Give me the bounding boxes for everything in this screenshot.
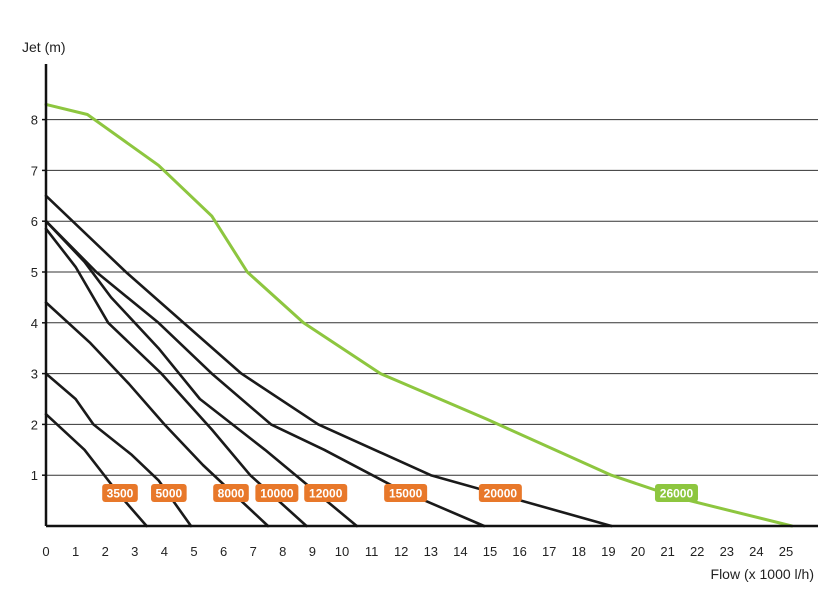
x-tick-label: 6	[220, 544, 227, 559]
series-line-10000	[44, 227, 308, 528]
series-label-badge	[654, 484, 698, 502]
series-label-text: 8000	[218, 487, 245, 501]
y-tick-label: 3	[31, 367, 38, 382]
y-tick-label: 2	[31, 417, 38, 432]
x-axis-title: Flow (x 1000 l/h)	[711, 566, 814, 582]
x-tick-label: 23	[720, 544, 734, 559]
gridlines	[46, 119, 818, 476]
y-tick-label: 5	[31, 265, 38, 280]
series-label-5000: 5000	[151, 484, 187, 502]
x-tick-label: 1	[72, 544, 79, 559]
x-tick-label: 15	[483, 544, 497, 559]
x-tick-label: 17	[542, 544, 556, 559]
series-label-text: 10000	[260, 487, 294, 501]
y-tick-label: 1	[31, 468, 38, 483]
series-label-3500: 3500	[102, 484, 138, 502]
y-tick-labels: 1 2 3 4 5 6 7 8	[31, 113, 46, 483]
x-tick-label: 4	[161, 544, 168, 559]
series-curves	[44, 102, 794, 528]
x-tick-label: 9	[309, 544, 316, 559]
x-tick-label: 3	[131, 544, 138, 559]
series-label-15000: 15000	[384, 484, 428, 502]
series-label-badge	[384, 484, 428, 502]
x-tick-label: 5	[190, 544, 197, 559]
series-labels: 3500 5000 8000 10000 12000 15000 20000 26000	[102, 484, 698, 502]
x-tick-label: 22	[690, 544, 704, 559]
series-label-badge	[213, 484, 249, 502]
axes	[44, 64, 818, 528]
series-label-badge	[304, 484, 348, 502]
series-line-26000	[44, 102, 794, 528]
x-tick-label: 18	[572, 544, 586, 559]
series-label-badge	[102, 484, 138, 502]
series-label-20000: 20000	[478, 484, 522, 502]
series-label-text: 5000	[155, 487, 182, 501]
series-label-badge	[255, 484, 299, 502]
series-label-text: 3500	[107, 487, 134, 501]
series-label-text: 15000	[389, 487, 423, 501]
series-label-8000: 8000	[213, 484, 249, 502]
x-tick-label: 14	[453, 544, 467, 559]
x-tick-label: 25	[779, 544, 793, 559]
y-axis-title: Jet (m)	[22, 39, 66, 55]
x-tick-label: 2	[102, 544, 109, 559]
x-tick-label: 11	[365, 544, 379, 559]
x-tick-label: 21	[660, 544, 674, 559]
series-label-10000: 10000	[255, 484, 299, 502]
y-tick-label: 8	[31, 113, 38, 128]
x-tick-label: 16	[512, 544, 526, 559]
series-label-text: 20000	[484, 487, 518, 501]
x-tick-label: 24	[749, 544, 763, 559]
series-line-8000	[44, 301, 270, 528]
series-label-text: 26000	[660, 487, 694, 501]
x-tick-label: 20	[631, 544, 645, 559]
x-tick-label: 12	[394, 544, 408, 559]
series-label-26000: 26000	[654, 484, 698, 502]
x-tick-label: 0	[42, 544, 49, 559]
x-tick-label: 10	[335, 544, 349, 559]
series-line-15000	[44, 219, 486, 528]
x-tick-label: 13	[424, 544, 438, 559]
series-line-3500	[44, 412, 148, 528]
series-label-badge	[478, 484, 522, 502]
y-tick-label: 7	[31, 163, 38, 178]
series-label-12000: 12000	[304, 484, 348, 502]
x-tick-label: 7	[250, 544, 257, 559]
y-tick-label: 4	[31, 316, 38, 331]
x-tick-labels: 0 1 2 3 4 5 6 7 8 9 10 11 12 13 14 15 16 17 18 19 20 21 22 23 24…	[42, 544, 793, 559]
x-tick-label: 19	[601, 544, 615, 559]
series-label-text: 12000	[309, 487, 343, 501]
x-tick-label: 8	[279, 544, 286, 559]
series-line-5000	[44, 372, 193, 528]
y-tick-label: 6	[31, 214, 38, 229]
series-line-20000	[44, 194, 613, 528]
series-label-badge	[151, 484, 187, 502]
